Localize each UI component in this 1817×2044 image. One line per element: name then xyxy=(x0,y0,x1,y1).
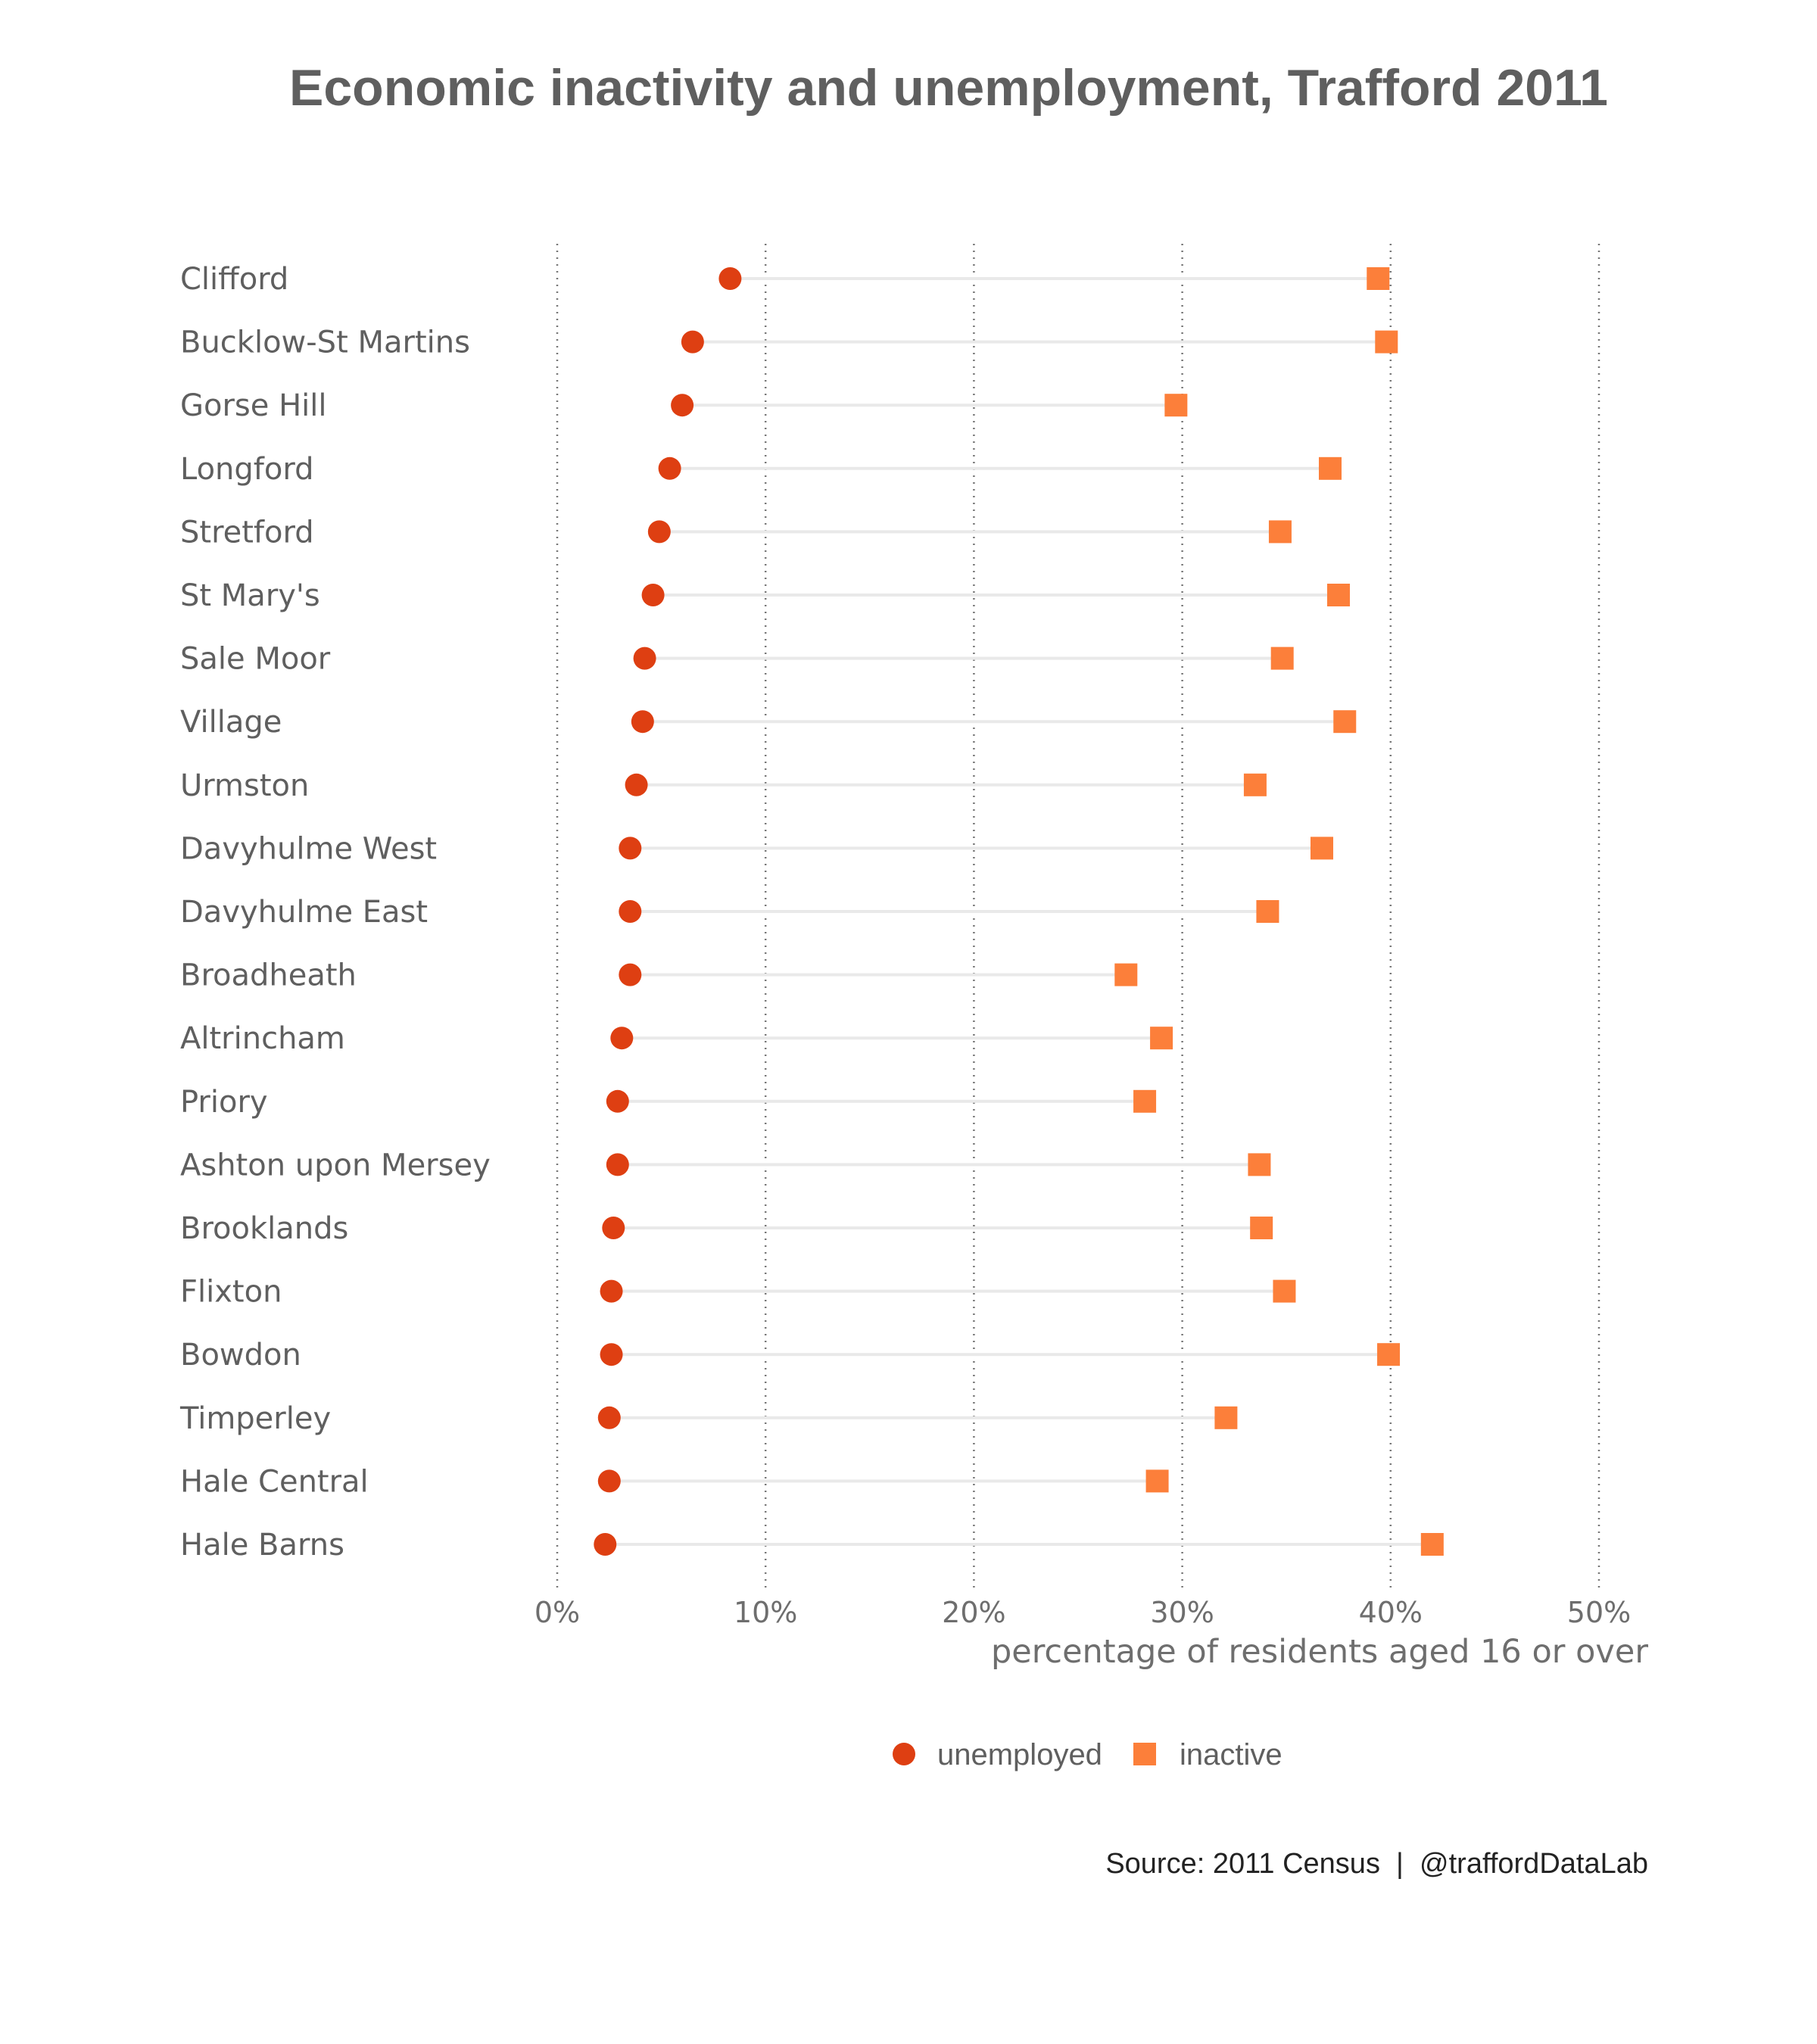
inactive-point xyxy=(1273,1279,1296,1303)
inactive-point xyxy=(1133,1089,1157,1113)
inactive-point xyxy=(1375,330,1398,354)
row-connector-lines xyxy=(605,277,1432,1546)
inactive-point xyxy=(1164,394,1188,417)
unemployed-point xyxy=(631,710,654,734)
category-label: Bucklow-St Martins xyxy=(180,326,470,360)
unemployed-point xyxy=(606,1153,629,1176)
unemployed-point xyxy=(681,330,704,354)
category-label: Stretford xyxy=(180,515,314,550)
unemployed-point xyxy=(658,456,681,480)
legend-unemployed-marker xyxy=(893,1743,915,1765)
unemployed-point xyxy=(619,837,642,860)
x-tick-label: 40% xyxy=(1359,1596,1423,1629)
inactive-point xyxy=(1248,1153,1271,1176)
source-caption: Source: 2011 Census | @traffordDataLab xyxy=(1105,1848,1648,1880)
category-label: Bowdon xyxy=(180,1338,301,1373)
x-tick-label: 30% xyxy=(1150,1596,1214,1629)
category-label: Gorse Hill xyxy=(180,388,327,423)
inactive-point xyxy=(1367,267,1390,290)
category-label: Davyhulme West xyxy=(180,831,437,866)
inactive-point xyxy=(1333,710,1357,734)
inactive-point xyxy=(1145,1469,1169,1493)
inactive-point xyxy=(1250,1217,1273,1239)
x-tick-label: 0% xyxy=(535,1596,580,1629)
inactive-point xyxy=(1256,900,1279,923)
category-label: Davyhulme East xyxy=(180,895,428,930)
category-label: Ashton upon Mersey xyxy=(180,1148,491,1182)
x-tick-label: 10% xyxy=(734,1596,797,1629)
inactive-point xyxy=(1150,1027,1173,1050)
category-label: Timperley xyxy=(179,1401,331,1436)
inactive-point xyxy=(1243,773,1267,796)
legend: unemployed inactive xyxy=(893,1738,1282,1771)
category-label: Altrincham xyxy=(180,1021,345,1056)
unemployed-point xyxy=(597,1469,621,1493)
unemployed-point xyxy=(619,900,642,923)
data-points xyxy=(594,267,1444,1556)
unemployed-point xyxy=(718,267,742,290)
inactive-point xyxy=(1318,456,1342,480)
chart-title: Economic inactivity and unemployment, Tr… xyxy=(289,59,1608,117)
legend-unemployed-label: unemployed xyxy=(937,1738,1102,1771)
unemployed-point xyxy=(602,1217,625,1239)
category-label: Hale Central xyxy=(180,1464,369,1499)
inactive-point xyxy=(1214,1406,1238,1429)
unemployed-point xyxy=(671,394,694,417)
legend-inactive-label: inactive xyxy=(1180,1738,1282,1771)
unemployed-point xyxy=(606,1089,629,1113)
category-label: Hale Barns xyxy=(180,1528,344,1563)
category-label: Brooklands xyxy=(180,1211,348,1246)
category-label: Sale Moor xyxy=(180,642,331,677)
x-tick-label: 50% xyxy=(1567,1596,1631,1629)
unemployed-point xyxy=(625,773,648,796)
inactive-point xyxy=(1377,1343,1401,1366)
category-label: Village xyxy=(180,705,282,740)
unemployed-point xyxy=(600,1343,623,1366)
category-label: Flixton xyxy=(180,1275,282,1310)
unemployed-point xyxy=(647,520,671,544)
inactive-point xyxy=(1327,584,1350,606)
category-label: Clifford xyxy=(180,262,288,297)
inactive-point xyxy=(1420,1533,1444,1556)
category-label: Priory xyxy=(180,1085,268,1120)
category-label: Broadheath xyxy=(180,958,357,993)
unemployed-point xyxy=(594,1533,617,1556)
inactive-point xyxy=(1310,837,1333,860)
legend-inactive-marker xyxy=(1133,1743,1156,1765)
category-labels: Clifford Bucklow-St Martins Gorse Hill Long… xyxy=(179,262,491,1563)
unemployed-point xyxy=(610,1027,634,1050)
inactive-point xyxy=(1268,520,1292,544)
unemployed-point xyxy=(600,1279,623,1303)
x-tick-labels: 0% 10% 20% 30% 40% 50% xyxy=(535,1596,1631,1629)
x-tick-label: 20% xyxy=(942,1596,1005,1629)
category-label: Longford xyxy=(180,452,313,487)
x-axis-title: percentage of residents aged 16 or over xyxy=(991,1633,1648,1671)
inactive-point xyxy=(1114,963,1138,986)
category-label: Urmston xyxy=(180,768,309,803)
inactive-point xyxy=(1270,647,1294,670)
x-gridlines xyxy=(556,244,1600,1588)
unemployed-point xyxy=(633,647,656,670)
unemployed-point xyxy=(619,963,642,986)
unemployed-point xyxy=(597,1406,621,1429)
category-label: St Mary's xyxy=(180,578,320,613)
unemployed-point xyxy=(641,584,665,606)
